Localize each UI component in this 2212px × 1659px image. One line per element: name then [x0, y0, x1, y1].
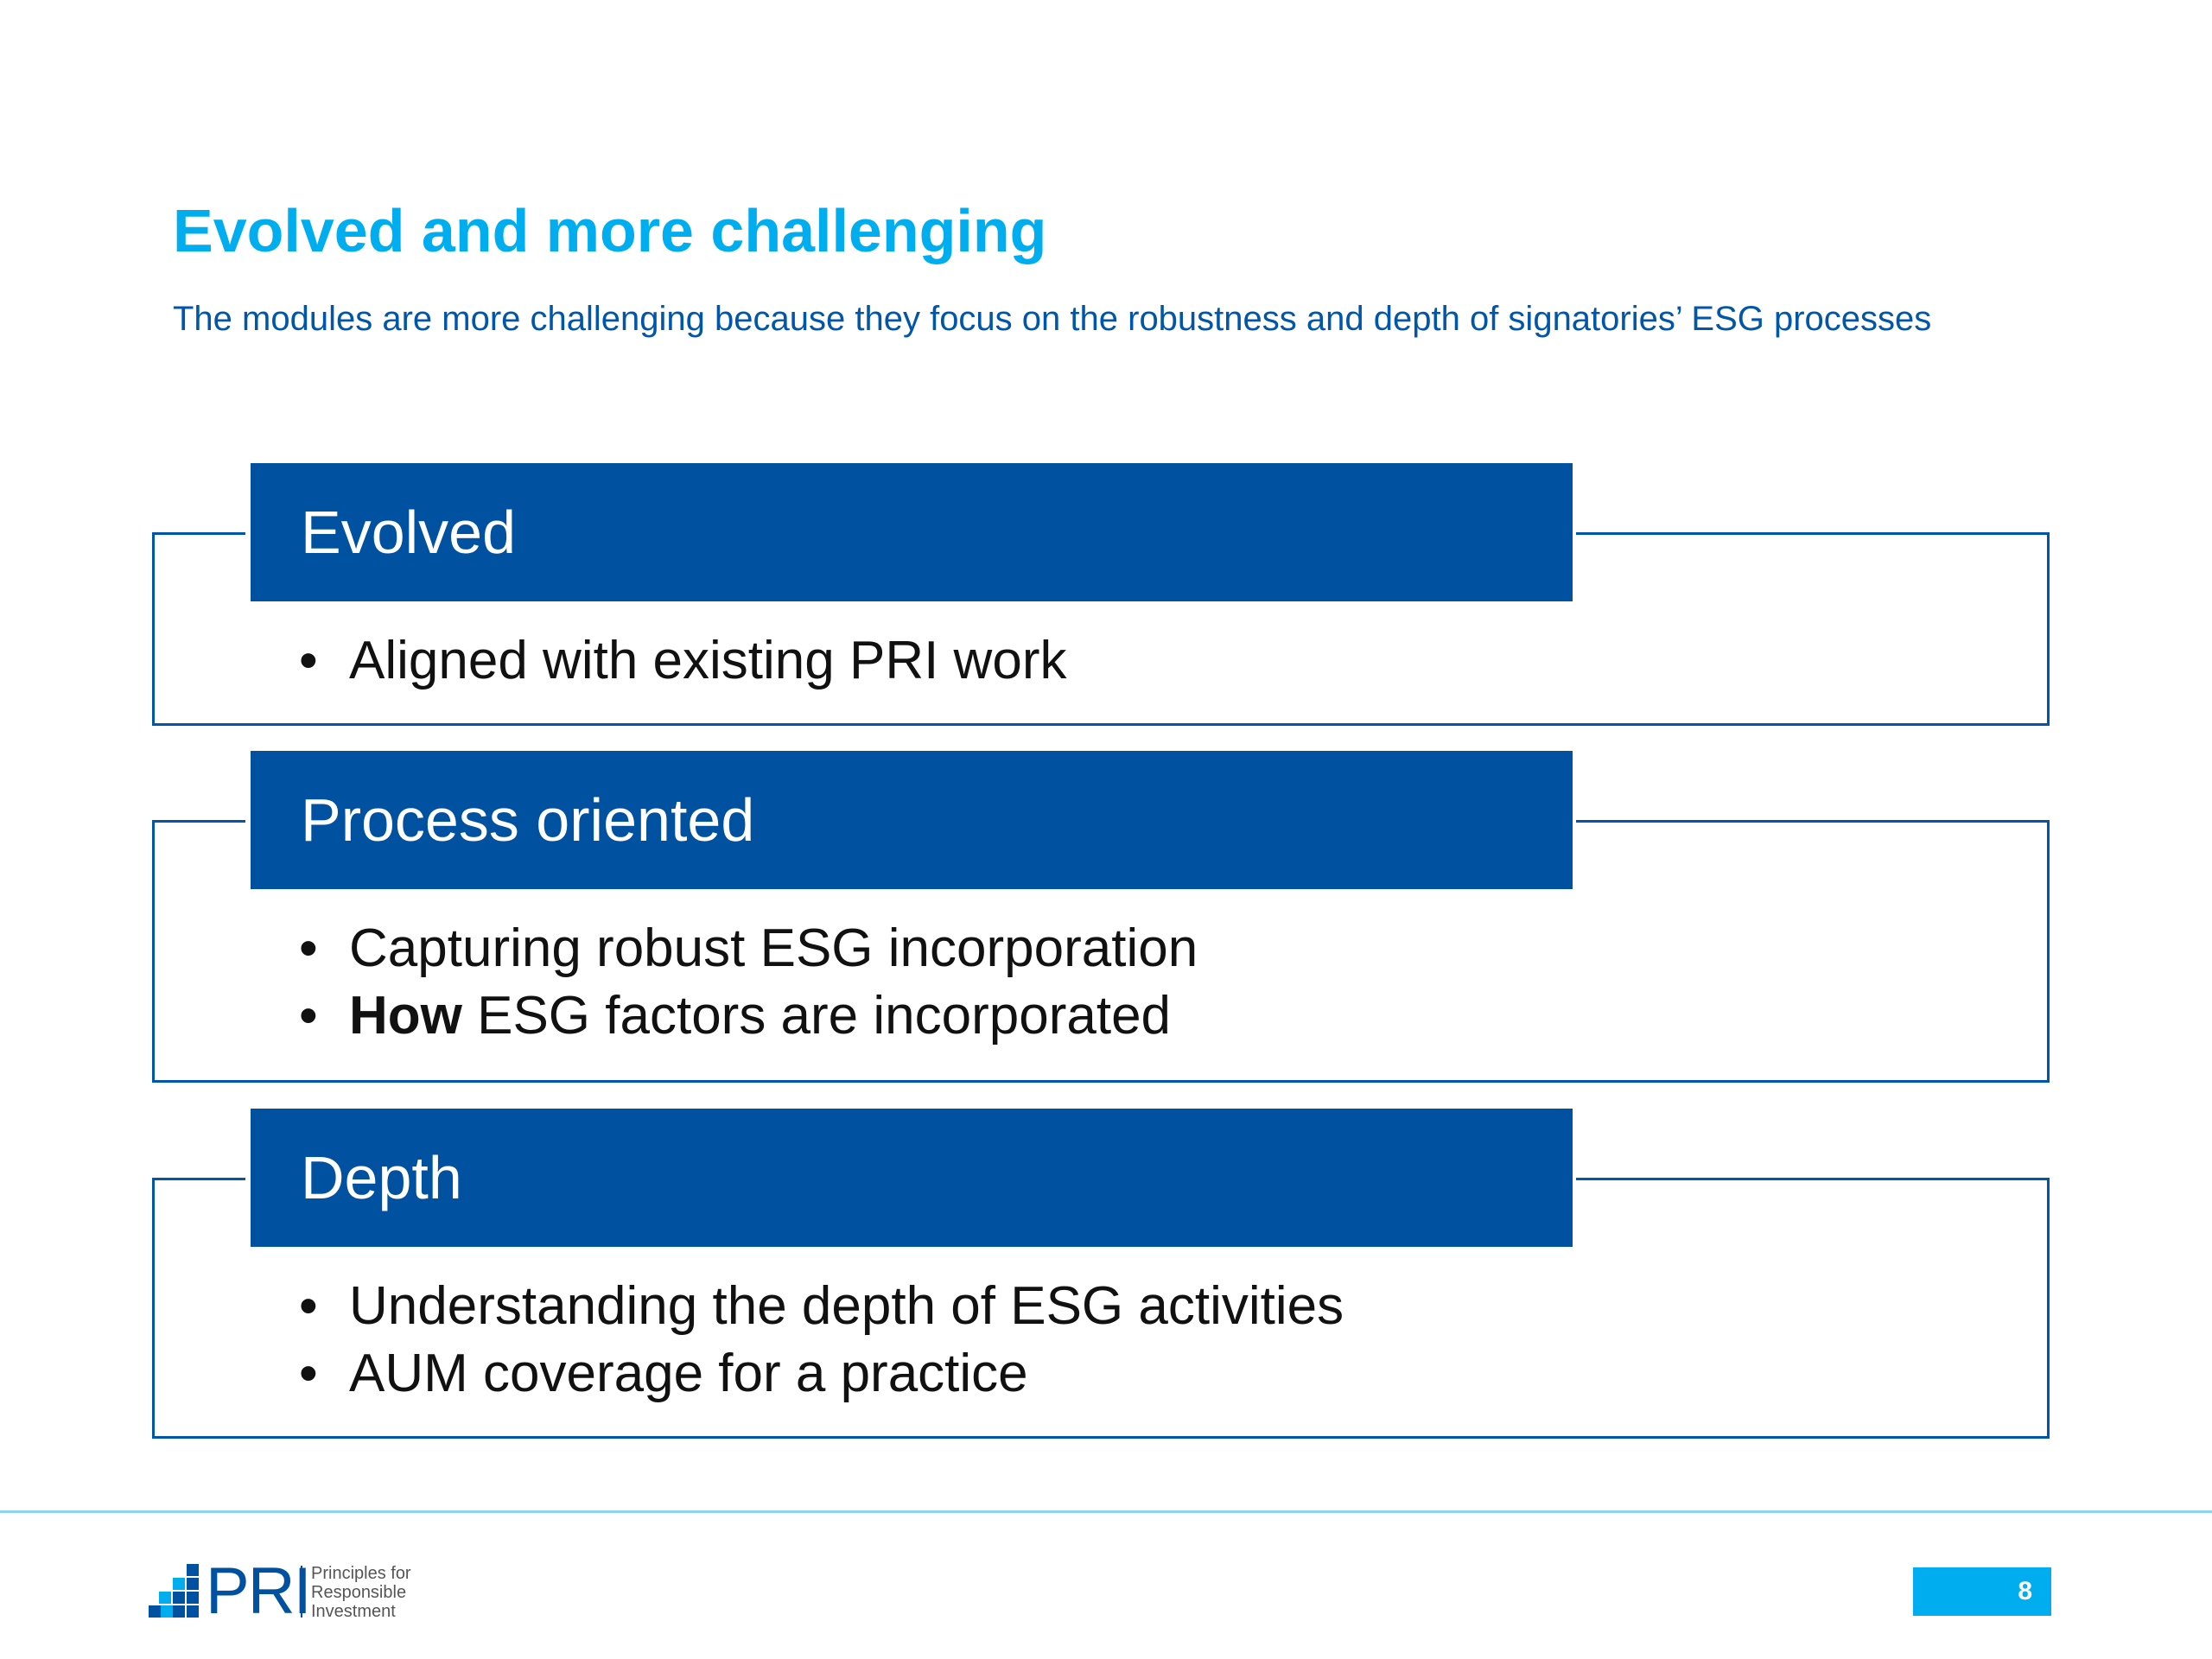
section-header: Depth [251, 1109, 1573, 1247]
footer-divider [0, 1510, 2212, 1513]
pri-logo: PRI Principles for Responsible Investmen… [149, 1557, 434, 1626]
section-evolved: Evolved Aligned with existing PRI work [152, 463, 2050, 726]
section-header: Evolved [251, 463, 1573, 601]
pri-logo-wordmark: PRI [206, 1554, 312, 1628]
bullet-list: Understanding the depth of ESG activitie… [299, 1273, 1344, 1408]
pri-logo-squares-icon [149, 1562, 200, 1619]
list-item: Aligned with existing PRI work [299, 627, 1066, 695]
list-item: Capturing robust ESG incorporation [299, 915, 1198, 982]
section-process-oriented: Process oriented Capturing robust ESG in… [152, 751, 2050, 1083]
section-depth: Depth Understanding the depth of ESG act… [152, 1109, 2050, 1439]
pri-logo-tagline: Principles for Responsible Investment [311, 1564, 411, 1621]
bullet-list: Capturing robust ESG incorporation How E… [299, 915, 1198, 1050]
bullet-list: Aligned with existing PRI work [299, 627, 1066, 695]
list-item: How ESG factors are incorporated [299, 982, 1198, 1050]
slide-title: Evolved and more challenging [173, 197, 1047, 264]
list-item: Understanding the depth of ESG activitie… [299, 1273, 1344, 1340]
section-header: Process oriented [251, 751, 1573, 889]
slide-subtitle: The modules are more challenging because… [173, 300, 1932, 338]
page-number-badge: 8 [1913, 1567, 2051, 1616]
list-item: AUM coverage for a practice [299, 1340, 1344, 1408]
